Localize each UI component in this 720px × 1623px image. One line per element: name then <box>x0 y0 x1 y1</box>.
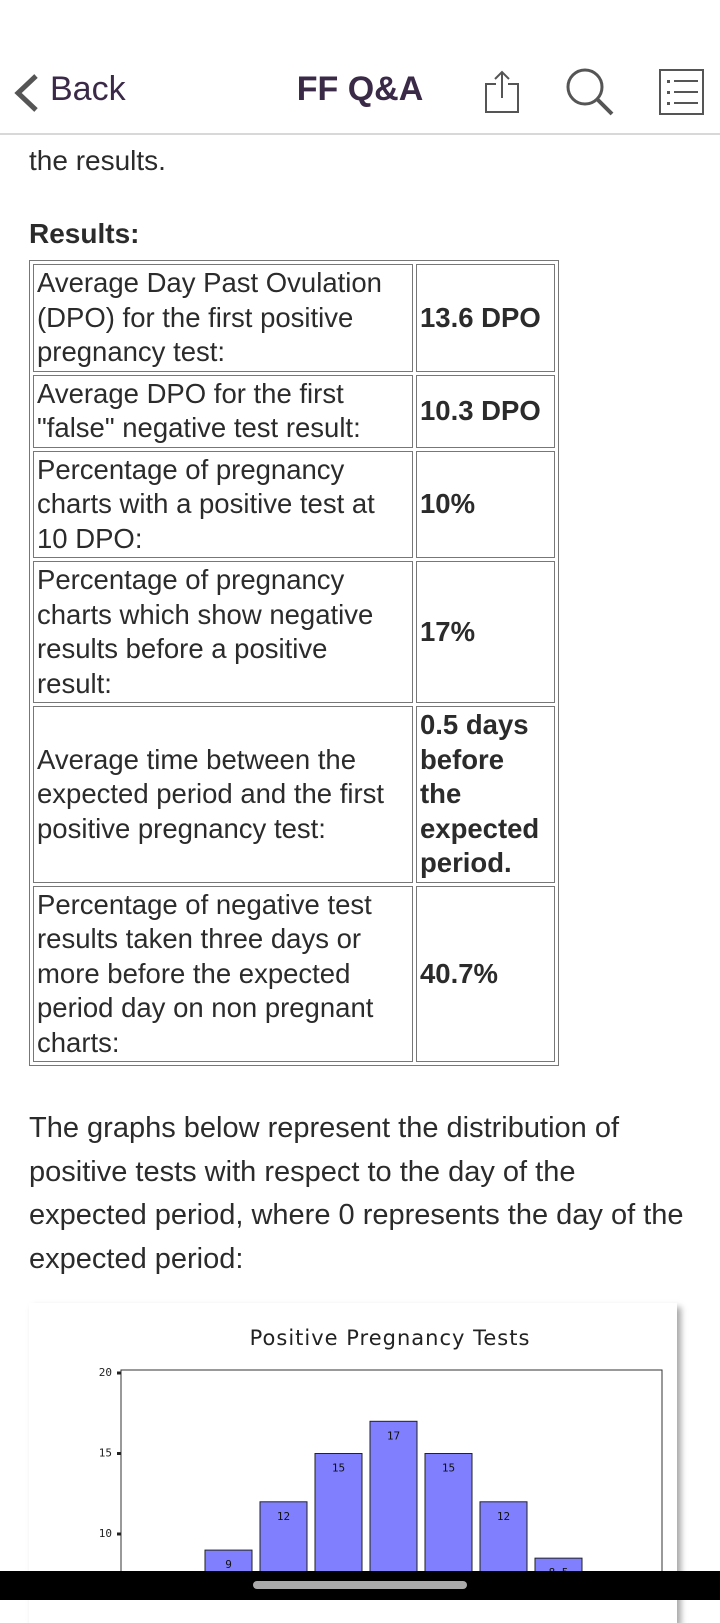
bar-value-label: 17 <box>387 1429 400 1442</box>
paragraph: The graphs below represent the distribut… <box>29 1112 684 1275</box>
cell: 40.7% <box>416 885 555 1062</box>
screen-title: FF Q&A <box>296 70 424 108</box>
back-button[interactable]: Back <box>50 70 126 108</box>
cell: Percentage of negative test results take… <box>33 885 413 1062</box>
cell: 0.5 days before the expected period. <box>416 706 555 883</box>
cell: 17% <box>416 561 555 703</box>
bar <box>369 1420 418 1600</box>
cell: Average time between the expected period… <box>33 706 413 883</box>
system-nav-bar <box>0 1571 720 1600</box>
home-indicator[interactable] <box>253 1581 467 1589</box>
chart-title: Positive Pregnancy Tests <box>250 1326 531 1350</box>
cell: 10.3 DPO <box>416 374 555 448</box>
y-tick-label: 20 <box>99 1366 112 1379</box>
section-heading: Results: <box>29 218 140 249</box>
cell: 10% <box>416 450 555 558</box>
y-tick-label: 15 <box>99 1447 112 1460</box>
bar-value-label: 12 <box>497 1510 510 1523</box>
cell: Percentage of pregnancy charts with a po… <box>33 450 413 558</box>
app-header: Back FF Q&A <box>0 0 720 135</box>
back-arrow[interactable] <box>12 72 42 114</box>
bar-value-label: 9 <box>225 1558 232 1571</box>
cell: Percentage of pregnancy charts which sho… <box>33 561 413 703</box>
search-icon[interactable] <box>564 66 616 118</box>
cell: 13.6 DPO <box>416 264 555 372</box>
text: the results. <box>29 145 166 176</box>
cell: Average DPO for the first "false" negati… <box>33 374 413 448</box>
bar-value-label: 15 <box>332 1462 345 1475</box>
cell: Average Day Past Ovulation (DPO) for the… <box>33 264 413 372</box>
menu-icon[interactable] <box>658 68 706 116</box>
results-table: Average Day Past Ovulation (DPO) for the… <box>29 260 559 1066</box>
y-tick-label: 10 <box>99 1527 112 1540</box>
bar-value-label: 15 <box>442 1462 455 1475</box>
bar-value-label: 12 <box>277 1510 290 1523</box>
share-icon[interactable] <box>482 68 524 116</box>
plot-frame <box>120 1369 663 1600</box>
